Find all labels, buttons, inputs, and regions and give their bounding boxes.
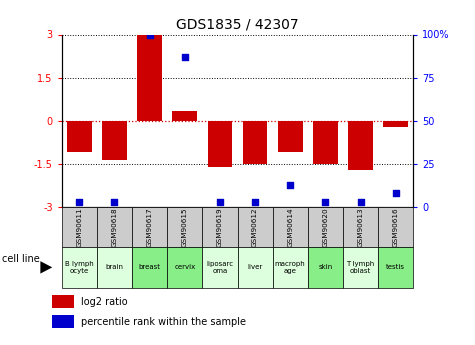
Text: log2 ratio: log2 ratio xyxy=(81,297,128,306)
Text: T lymph
oblast: T lymph oblast xyxy=(346,261,375,274)
Bar xyxy=(97,247,132,288)
Point xyxy=(251,199,259,205)
Point xyxy=(357,199,364,205)
Point xyxy=(392,190,399,196)
Text: GSM90612: GSM90612 xyxy=(252,207,258,247)
Bar xyxy=(167,207,202,247)
Text: macroph
age: macroph age xyxy=(275,261,305,274)
Bar xyxy=(202,207,238,247)
Text: brain: brain xyxy=(105,264,124,270)
Text: liver: liver xyxy=(247,264,263,270)
Bar xyxy=(67,121,92,152)
Bar xyxy=(343,207,378,247)
Bar xyxy=(132,247,167,288)
Bar xyxy=(378,247,413,288)
Bar xyxy=(62,207,97,247)
Text: GSM90619: GSM90619 xyxy=(217,207,223,247)
Text: GSM90618: GSM90618 xyxy=(112,207,117,247)
Bar xyxy=(273,247,308,288)
Text: GSM90611: GSM90611 xyxy=(76,207,82,247)
Bar xyxy=(278,121,303,152)
Text: GSM90616: GSM90616 xyxy=(393,207,399,247)
Text: cell line: cell line xyxy=(2,254,40,264)
Text: GSM90617: GSM90617 xyxy=(147,207,152,247)
Bar xyxy=(243,121,267,164)
Bar xyxy=(308,247,343,288)
Point xyxy=(216,199,224,205)
Bar xyxy=(167,247,202,288)
Text: GSM90614: GSM90614 xyxy=(287,207,293,247)
Point xyxy=(286,182,294,187)
Text: B lymph
ocyte: B lymph ocyte xyxy=(65,261,94,274)
Bar xyxy=(202,247,238,288)
Point xyxy=(322,199,329,205)
Bar xyxy=(52,315,74,328)
Bar xyxy=(97,207,132,247)
Text: liposarc
oma: liposarc oma xyxy=(206,261,234,274)
Polygon shape xyxy=(40,261,52,274)
Bar xyxy=(238,207,273,247)
Bar xyxy=(313,121,338,164)
Bar xyxy=(383,121,408,127)
Bar xyxy=(238,247,273,288)
Bar xyxy=(348,121,373,170)
Text: breast: breast xyxy=(139,264,161,270)
Text: percentile rank within the sample: percentile rank within the sample xyxy=(81,317,246,327)
Text: cervix: cervix xyxy=(174,264,195,270)
Bar xyxy=(52,295,74,308)
Bar xyxy=(172,111,197,121)
Text: GSM90620: GSM90620 xyxy=(323,207,328,247)
Bar xyxy=(343,247,378,288)
Bar xyxy=(308,207,343,247)
Bar xyxy=(62,247,97,288)
Text: GSM90613: GSM90613 xyxy=(358,207,363,247)
Bar xyxy=(378,207,413,247)
Bar xyxy=(102,121,127,159)
Text: skin: skin xyxy=(318,264,332,270)
Text: GSM90615: GSM90615 xyxy=(182,207,188,247)
Bar xyxy=(132,207,167,247)
Point xyxy=(76,199,83,205)
Bar xyxy=(273,207,308,247)
Title: GDS1835 / 42307: GDS1835 / 42307 xyxy=(176,18,299,32)
Bar xyxy=(208,121,232,167)
Point xyxy=(111,199,118,205)
Point xyxy=(146,32,153,37)
Bar xyxy=(137,34,162,121)
Text: testis: testis xyxy=(386,264,405,270)
Point xyxy=(181,54,189,60)
